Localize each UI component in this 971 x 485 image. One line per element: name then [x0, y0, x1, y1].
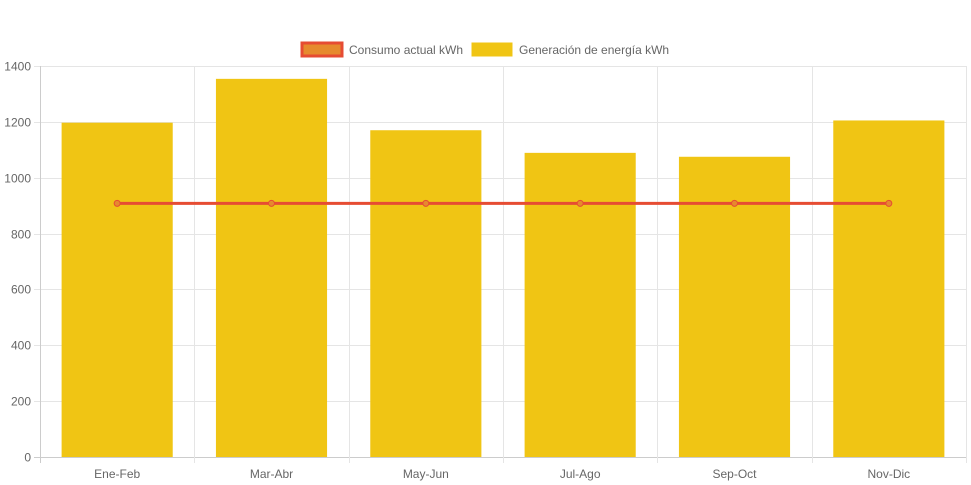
y-tick-label: 400	[11, 339, 31, 353]
line-point[interactable]	[576, 199, 584, 207]
legend-item-generacion[interactable]: Generación de energía kWh	[471, 42, 669, 57]
y-tick-label: 1400	[4, 60, 31, 74]
x-tick-label: Mar-Abr	[250, 467, 293, 481]
legend-swatch-consumo	[300, 41, 344, 58]
x-tick-label: May-Jun	[403, 467, 449, 481]
y-tick-label: 600	[11, 283, 31, 297]
line-point[interactable]	[422, 199, 430, 207]
axes: 0 200 400 600 800 1000 1200 1400 Ene-Feb Mar-Abr M…	[4, 60, 910, 482]
legend[interactable]: Consumo actual kWh Generación de energía…	[300, 41, 669, 58]
x-tick-label: Ene-Feb	[94, 467, 140, 481]
bar[interactable]	[524, 152, 636, 458]
x-tick-label: Sep-Oct	[712, 467, 757, 481]
y-tick-label: 1000	[4, 172, 31, 186]
line-point[interactable]	[113, 199, 121, 207]
y-tick-label: 800	[11, 228, 31, 242]
bar[interactable]	[61, 122, 173, 457]
line-point[interactable]	[268, 199, 275, 207]
bar[interactable]	[215, 78, 328, 458]
line-point[interactable]	[885, 199, 893, 207]
y-tick-label: 200	[11, 395, 31, 409]
x-tick-label: Jul-Ago	[560, 467, 601, 481]
bar[interactable]	[833, 120, 945, 457]
legend-item-consumo[interactable]: Consumo actual kWh	[300, 41, 463, 58]
legend-label-generacion: Generación de energía kWh	[519, 43, 669, 57]
bar[interactable]	[370, 130, 482, 457]
grid	[34, 66, 967, 463]
x-tick-label: Nov-Dic	[867, 467, 910, 481]
y-tick-label: 0	[24, 451, 31, 465]
legend-label-consumo: Consumo actual kWh	[349, 43, 463, 57]
legend-swatch-generacion	[471, 42, 513, 57]
y-tick-label: 1200	[4, 116, 31, 130]
line-series	[113, 199, 893, 207]
line-point[interactable]	[731, 199, 738, 207]
